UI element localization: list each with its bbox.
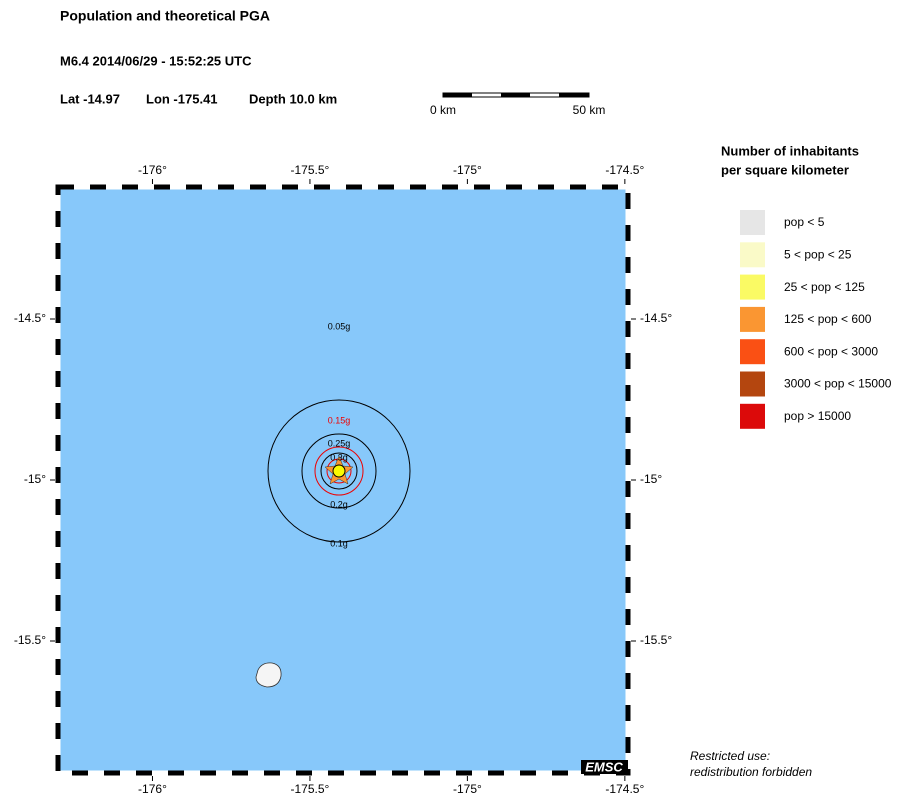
lon-label: -176° [138,782,167,796]
contour-label: 0.2g [330,499,348,509]
lon-label: -174.5° [605,782,644,796]
event-info: M6.4 2014/06/29 - 15:52:25 UTC [60,53,252,68]
contour [301,433,377,509]
lat-label: -15° [24,472,46,486]
scale-seg [559,93,589,97]
legend-swatch [740,403,765,429]
legend-swatch [740,371,765,397]
lon-label: -175.5° [291,782,330,796]
lat-label: -15° [640,472,662,486]
lon: Lon -175.41 [146,91,218,106]
title: Population and theoretical PGA [60,8,270,24]
legend-title: Number of inhabitants [721,143,859,158]
legend-label: 5 < pop < 25 [784,247,852,261]
lon-label: -175.5° [291,163,330,177]
contour-label: 0.3g [330,452,348,462]
map: 0.05g 0.15g 0.25g 0.3g 0.2g 0.1g EMSC [55,184,631,776]
legend-title: per square kilometer [721,162,849,177]
lat-label: -15.5° [640,633,672,647]
scale-bar: 0 km 50 km [430,92,606,117]
lat-label: -15.5° [14,633,46,647]
depth: Depth 10.0 km [249,91,337,106]
lon-label: -175° [453,163,482,177]
legend-label: pop < 5 [784,215,825,229]
footer: Restricted use: [690,749,770,763]
legend-label: pop > 15000 [784,409,851,423]
legend-swatch [740,242,765,268]
contour [320,452,358,490]
legend-label: 125 < pop < 600 [784,312,872,326]
contour-label: 0.15g [328,415,351,425]
frame [55,184,631,776]
scale-seg [443,93,472,97]
island [255,662,282,688]
contour-label: 0.05g [328,321,351,331]
scale-label: 0 km [430,103,456,117]
legend-label: 25 < pop < 125 [784,280,865,294]
legend-swatch [740,306,765,332]
contour-label: 0.1g [330,538,348,548]
legend-label: 600 < pop < 3000 [784,344,878,358]
legend-swatch [740,274,765,300]
contour [267,399,411,543]
logo: EMSC [585,759,623,774]
lon-label: -174.5° [605,163,644,177]
legend-label: 3000 < pop < 15000 [784,377,892,391]
logo-box [581,760,628,774]
legend: pop < 5 5 < pop < 25 25 < pop < 125 125 < p… [740,210,892,429]
lat: Lat -14.97 [60,91,120,106]
lon-label: -176° [138,163,167,177]
scale-seg [501,93,530,97]
legend-swatch [740,210,765,235]
epicenter [332,464,346,478]
lat-label: -14.5° [640,311,672,325]
scale-label: 50 km [573,103,606,117]
footer: redistribution forbidden [690,765,812,779]
contour-label: 0.25g [328,438,351,448]
contour [314,446,364,496]
lat-label: -14.5° [14,311,46,325]
lon-label: -175° [453,782,482,796]
legend-swatch [740,339,765,365]
